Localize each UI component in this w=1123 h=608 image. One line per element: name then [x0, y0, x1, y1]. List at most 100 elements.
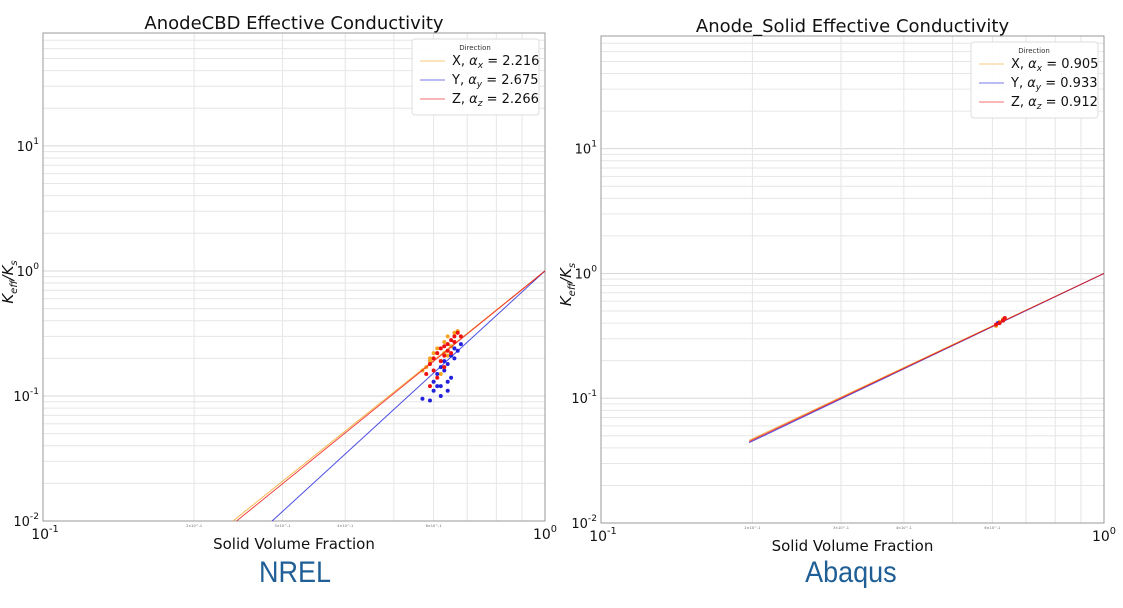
legend-alpha: α: [1027, 76, 1036, 91]
tick-exponent: 0: [33, 262, 39, 272]
data-point-z: [438, 346, 443, 351]
legend-value: = 0.933: [1041, 76, 1097, 91]
data-point-y: [438, 384, 443, 389]
data-point-z: [994, 322, 999, 327]
data-point-z: [452, 340, 457, 345]
data-point-z: [435, 375, 440, 380]
plot-frame: [600, 35, 1105, 524]
x-minor-tick-label: 4×10^-1: [896, 526, 912, 530]
legend-entry-z: Z, αz = 0.912: [1011, 95, 1098, 112]
y-tick-label: 101: [17, 137, 39, 155]
data-point-z: [424, 371, 429, 376]
data-point-x: [427, 356, 432, 361]
x-minor-tick-label: 3×10^-1: [833, 526, 849, 530]
plot-frame: [42, 32, 546, 522]
tick-exponent: -1: [588, 389, 597, 399]
tick-exponent: 0: [591, 264, 597, 274]
data-point-x: [442, 340, 447, 345]
legend-value: = 2.675: [482, 73, 538, 88]
y-label-sep: /K: [0, 264, 17, 282]
legend-sub: x: [1036, 64, 1043, 74]
y-label-sub: eff: [9, 279, 20, 294]
data-point-z: [452, 334, 457, 339]
data-point-z: [1002, 315, 1007, 320]
data-point-z: [455, 330, 460, 335]
tick-exponent: -1: [30, 387, 39, 397]
data-point-z: [445, 342, 450, 347]
x-minor-tick-label: 2×10^-1: [186, 524, 202, 528]
legend-title: Direction: [1018, 47, 1050, 55]
data-point-y: [438, 365, 443, 370]
data-point-x: [438, 371, 443, 376]
data-point-z: [449, 338, 454, 343]
x-tick-label: 100: [1092, 526, 1116, 545]
tick-exponent: 0: [551, 524, 557, 535]
x-minor-tick-label: 4×10^-1: [337, 524, 353, 528]
x-tick-label: 100: [533, 524, 557, 543]
y-tick-label: 100: [575, 264, 598, 282]
data-point-x: [452, 330, 457, 335]
data-point-z: [458, 334, 463, 339]
legend-sub: x: [477, 61, 484, 71]
data-point-x: [431, 351, 436, 356]
data-point-y: [431, 379, 436, 384]
chart-2: 1 0 -2 10-1 100 101 10-1 100 2×10^-1 3×10^-1 4×10^…: [557, 16, 1116, 555]
legend-entry-x: X, αx = 2.216: [452, 54, 539, 71]
y-tick-label: 100: [17, 262, 40, 280]
legend-value: = 0.912: [1041, 95, 1097, 110]
legend-value: = 2.216: [483, 54, 539, 69]
data-point-x: [445, 353, 450, 358]
legend-value: = 0.905: [1042, 57, 1098, 72]
data-point-y: [442, 368, 447, 373]
data-point-x: [449, 344, 454, 349]
tick-exponent: -2: [30, 512, 39, 522]
y-tick-label: 10-1: [571, 389, 597, 407]
data-point-y: [445, 362, 450, 367]
data-point-y: [458, 342, 463, 347]
legend-sub: z: [1036, 102, 1042, 112]
y-axis-label: Keff/Ks: [557, 263, 578, 306]
data-point-x: [435, 346, 440, 351]
data-point-z: [449, 351, 454, 356]
x-minor-tick-label: 6×10^-1: [984, 526, 1000, 530]
tick-exponent: -1: [49, 524, 59, 535]
tick-exponent: -2: [588, 514, 597, 524]
legend-alpha: α: [469, 54, 478, 69]
legend-entry-y: Y, αy = 0.933: [1010, 76, 1098, 93]
data-point-z: [438, 359, 443, 364]
legend-alpha: α: [1028, 95, 1037, 110]
data-point-x: [427, 359, 432, 364]
x-minor-tick-label: 6×10^-1: [426, 524, 442, 528]
fit-line-y: [271, 270, 546, 522]
data-point-y: [435, 371, 440, 376]
legend-sub: y: [476, 80, 483, 90]
data-point-z: [445, 348, 450, 353]
legend-sub: y: [1035, 83, 1042, 93]
legend-entry-y: Y, αy = 2.675: [451, 73, 539, 90]
data-point-y: [445, 379, 450, 384]
data-point-y: [452, 356, 457, 361]
data-point-y: [449, 375, 454, 380]
legend-value: = 2.266: [482, 92, 538, 107]
x-tick-label: 10-1: [31, 524, 59, 543]
data-point-z: [431, 356, 436, 361]
fit-line-z: [236, 270, 546, 522]
legend: [411, 38, 540, 116]
data-point-z: [427, 384, 432, 389]
data-point-y: [442, 359, 447, 364]
data-point-y: [452, 346, 457, 351]
legend-entry-x: X, αx = 0.905: [1011, 57, 1098, 74]
data-point-y: [438, 393, 443, 398]
data-point-y: [445, 388, 450, 393]
legend-alpha: α: [468, 73, 477, 88]
data-point-z: [997, 321, 1002, 326]
legend: [970, 41, 1099, 119]
data-point-z: [427, 362, 432, 367]
chart-title: AnodeCBD Effective Conductivity: [144, 13, 443, 34]
data-point-z: [431, 368, 436, 373]
x-axis-label: Solid Volume Fraction: [213, 535, 375, 553]
tick-exponent: 1: [591, 140, 597, 150]
y-label-sub: s: [9, 260, 20, 265]
legend-title: Direction: [459, 44, 491, 52]
tick-exponent: 1: [33, 137, 39, 147]
